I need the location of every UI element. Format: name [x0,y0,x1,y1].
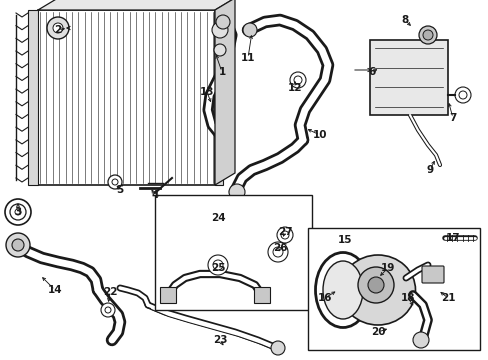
Circle shape [212,22,227,38]
Bar [38,10,215,185]
Circle shape [213,260,223,270]
Text: 12: 12 [287,83,302,93]
Circle shape [418,26,436,44]
Polygon shape [215,0,235,185]
Text: 19: 19 [380,263,394,273]
Text: 27: 27 [277,227,292,237]
Circle shape [458,91,466,99]
Text: 21: 21 [440,293,454,303]
Circle shape [5,199,31,225]
Text: 16: 16 [317,293,331,303]
Circle shape [367,277,383,293]
Circle shape [289,72,305,88]
Text: 3: 3 [14,207,21,217]
Bar [307,228,479,350]
Ellipse shape [315,252,370,328]
Bar [369,40,447,115]
Circle shape [422,30,432,40]
Text: 25: 25 [210,263,225,273]
Circle shape [270,341,285,355]
Circle shape [53,23,63,33]
Circle shape [267,242,287,262]
Text: 18: 18 [400,293,414,303]
Bar [160,287,176,303]
Text: 10: 10 [312,130,326,140]
Circle shape [101,303,115,317]
Circle shape [228,184,244,200]
Circle shape [272,247,283,257]
Circle shape [454,87,470,103]
Circle shape [293,76,302,84]
Text: 11: 11 [240,53,255,63]
Text: 5: 5 [116,185,123,195]
Circle shape [105,307,111,313]
Text: 26: 26 [272,243,286,253]
Circle shape [357,267,393,303]
Text: 23: 23 [212,335,227,345]
Text: 22: 22 [102,287,117,297]
Circle shape [281,231,288,239]
Bar [253,287,269,303]
Circle shape [207,255,227,275]
FancyBboxPatch shape [421,266,443,283]
Text: 20: 20 [370,327,385,337]
Circle shape [108,175,122,189]
Ellipse shape [340,255,415,325]
Bar [155,195,311,310]
Circle shape [6,233,30,257]
Polygon shape [38,0,235,10]
Text: 14: 14 [48,285,62,295]
Circle shape [216,15,229,29]
Text: 17: 17 [445,233,459,243]
Text: 2: 2 [54,25,61,35]
Circle shape [10,204,26,220]
Text: 24: 24 [210,213,225,223]
Ellipse shape [323,261,362,319]
Circle shape [243,23,257,37]
Circle shape [276,227,292,243]
Circle shape [412,332,428,348]
Text: 7: 7 [448,113,456,123]
Text: 9: 9 [426,165,433,175]
Bar [215,10,223,185]
Text: 4: 4 [151,190,159,200]
Text: 8: 8 [401,15,408,25]
Circle shape [12,239,24,251]
Text: 6: 6 [367,67,375,77]
Text: 1: 1 [218,67,225,77]
Circle shape [214,44,225,56]
Circle shape [112,179,118,185]
Circle shape [47,17,69,39]
Text: 13: 13 [199,87,214,97]
Circle shape [15,209,21,215]
Bar [28,10,38,185]
Text: 15: 15 [337,235,351,245]
